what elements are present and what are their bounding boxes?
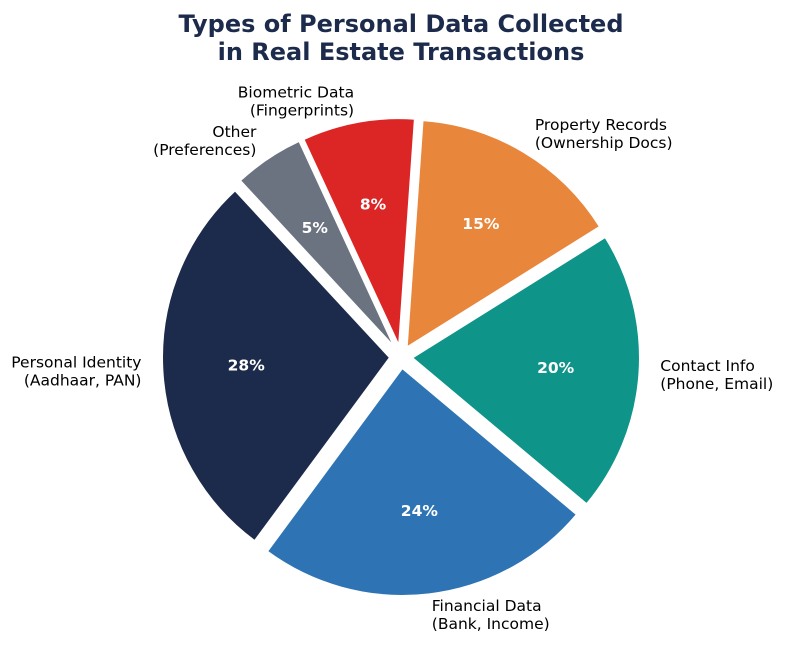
pie-slice-4 [238, 139, 396, 349]
slice-percent-label-2: 24% [401, 502, 439, 520]
slice-percent-label-0: 15% [462, 215, 500, 233]
slice-category-label-5: Biometric Data (Fingerprints) [238, 83, 354, 119]
slice-category-label-2-line-0: Financial Data [432, 597, 542, 615]
pie-slice-5 [302, 117, 416, 347]
pie-slices [161, 117, 641, 597]
slice-category-label-2-line-1: (Bank, Income) [432, 615, 550, 633]
pie-slice-1 [410, 235, 641, 506]
slice-category-label-5-line-0: Biometric Data [238, 83, 354, 101]
chart-title-line-1: Types of Personal Data Collected [178, 10, 624, 38]
pie-slice-3 [161, 188, 392, 543]
slice-category-label-2: Financial Data (Bank, Income) [432, 597, 550, 633]
slice-category-label-0-line-0: Property Records [535, 116, 667, 134]
slice-category-label-5-line-1: (Fingerprints) [250, 101, 354, 119]
slice-category-label-1-line-1: (Phone, Email) [660, 375, 773, 393]
slice-category-label-4: Other (Preferences) [153, 123, 257, 159]
slice-category-label-1: Contact Info (Phone, Email) [660, 357, 773, 393]
chart-title: Types of Personal Data Collected in Real… [0, 10, 788, 66]
chart-title-line-2: in Real Estate Transactions [217, 38, 585, 66]
slice-category-label-3-line-0: Personal Identity [11, 354, 141, 372]
slice-category-label-3: Personal Identity (Aadhaar, PAN) [11, 354, 141, 390]
slice-category-label-4-line-0: Other [212, 123, 257, 141]
slice-category-label-4-line-1: (Preferences) [153, 141, 256, 159]
slice-category-label-0: Property Records (Ownership Docs) [535, 116, 673, 152]
slice-category-label-1-line-0: Contact Info [660, 357, 755, 375]
slice-percent-label-3: 28% [228, 357, 266, 375]
slice-percent-label-1: 20% [537, 359, 575, 377]
slice-category-label-3-line-1: (Aadhaar, PAN) [24, 372, 142, 390]
slice-percent-label-5: 8% [360, 196, 387, 214]
pie-slice-0 [405, 119, 602, 350]
slice-percent-label-4: 5% [302, 219, 329, 237]
pie-slice-2 [265, 366, 579, 597]
slice-category-label-0-line-1: (Ownership Docs) [535, 134, 673, 152]
pie-labels: 15% Property Records (Ownership Docs) 20% Co… [11, 83, 773, 633]
